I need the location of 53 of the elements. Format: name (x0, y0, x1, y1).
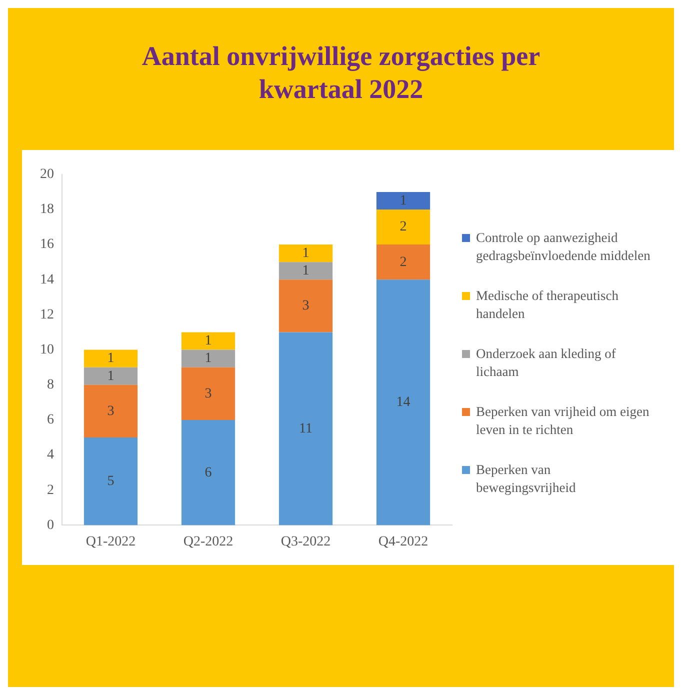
data-label: 6 (204, 465, 212, 480)
y-tick-label: 14 (40, 272, 54, 288)
data-label: 3 (107, 404, 114, 419)
bar (278, 262, 333, 280)
x-tick-label: Q1-2022 (86, 534, 136, 550)
y-tick-label: 8 (47, 378, 54, 393)
bar (181, 420, 236, 526)
data-label: 3 (302, 298, 310, 314)
x-tick-label: Q2-2022 (183, 534, 234, 550)
bar (376, 280, 430, 526)
bar (376, 244, 430, 280)
bar (278, 332, 333, 526)
data-label: 1 (302, 264, 310, 279)
bar (84, 367, 138, 385)
y-tick-label: 18 (40, 202, 54, 218)
data-label: 14 (396, 395, 410, 410)
bar (84, 384, 138, 438)
bar (181, 367, 236, 420)
data-label: 1 (400, 193, 407, 208)
chart-title: Aantal onvrijwillige zorgacties per kwartaal 2022 (140, 40, 542, 106)
data-label: 2 (400, 254, 407, 270)
y-tick-label: 0 (47, 518, 54, 533)
data-label: 1 (204, 351, 212, 366)
data-label: 1 (204, 334, 212, 349)
legend-label: Onderzoek aan kleding of lichaam (476, 344, 617, 380)
y-tick-label: 2 (47, 482, 54, 498)
legend-label: Controle op aanwezigheid gedragsbeïnvloedende middelen (476, 228, 652, 264)
data-label: 1 (302, 246, 310, 261)
data-label: 11 (299, 421, 312, 436)
y-tick-label: 6 (47, 412, 54, 428)
x-tick-label: Q3-2022 (280, 534, 331, 550)
legend-label: Beperken van bewegingsvrijheid (476, 460, 577, 496)
y-tick-label: 10 (40, 342, 54, 358)
bar (278, 244, 333, 262)
legend-label: Medische of therapeutisch handelen (476, 286, 620, 322)
bar (376, 192, 430, 210)
legend-label: Beperken van vrijheid om eigen leven in te richten (476, 402, 650, 438)
data-label: 2 (400, 220, 407, 235)
y-tick-label: 12 (40, 307, 54, 322)
x-tick-label: Q4-2022 (378, 534, 428, 550)
y-tick-label: 20 (40, 167, 54, 182)
data-label: 1 (107, 351, 114, 366)
y-tick-label: 4 (47, 448, 54, 463)
data-label: 3 (204, 386, 212, 402)
bar (84, 350, 138, 368)
bar (84, 438, 138, 526)
bar (278, 280, 333, 332)
bar (181, 350, 236, 368)
data-label: 1 (107, 368, 114, 384)
bar (376, 209, 430, 245)
data-label: 5 (107, 474, 114, 490)
bar (181, 332, 236, 350)
y-tick-label: 16 (40, 237, 54, 252)
